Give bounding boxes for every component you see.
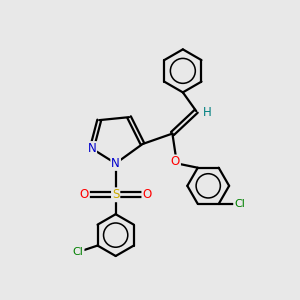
Text: O: O xyxy=(171,155,180,168)
Text: H: H xyxy=(203,106,212,119)
Text: O: O xyxy=(80,188,89,201)
Text: N: N xyxy=(111,157,120,170)
Text: O: O xyxy=(142,188,152,201)
Text: S: S xyxy=(112,188,119,201)
Text: N: N xyxy=(87,142,96,155)
Text: Cl: Cl xyxy=(234,199,245,209)
Text: Cl: Cl xyxy=(73,247,84,256)
